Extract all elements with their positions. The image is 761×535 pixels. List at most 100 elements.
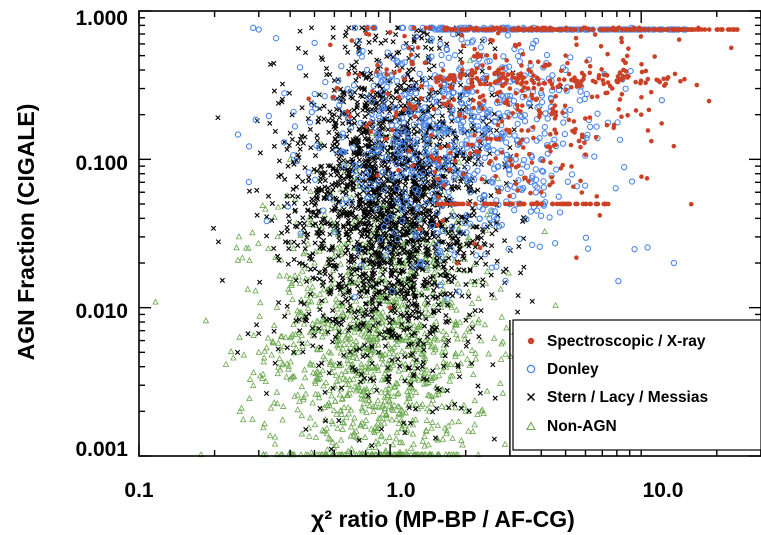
non-agn-point: [430, 302, 437, 309]
stern-point: [295, 45, 301, 51]
spectroscopic-point: [469, 77, 474, 83]
stern-point: [335, 285, 341, 291]
non-agn-point: [380, 253, 388, 260]
stern-point: [405, 315, 412, 321]
stern-point: [442, 353, 448, 359]
non-agn-point: [302, 390, 310, 397]
donley-point: [567, 106, 574, 114]
non-agn-point: [304, 339, 311, 346]
non-agn-point: [346, 312, 354, 319]
non-agn-point: [349, 353, 357, 360]
non-agn-point: [274, 233, 281, 240]
stern-point: [404, 310, 410, 316]
non-agn-point: [309, 283, 316, 290]
stern-point: [340, 157, 347, 163]
non-agn-point: [440, 341, 448, 348]
stern-point: [354, 135, 360, 141]
spectroscopic-point: [493, 55, 498, 60]
stern-point: [380, 271, 386, 278]
donley-point: [338, 62, 345, 70]
non-agn-point: [474, 319, 482, 326]
donley-point: [612, 185, 619, 192]
spectroscopic-point: [531, 135, 536, 141]
stern-point: [306, 174, 312, 180]
non-agn-point: [337, 240, 345, 247]
spectroscopic-point: [443, 27, 448, 32]
stern-point: [379, 278, 385, 284]
spectroscopic-point: [694, 82, 700, 88]
non-agn-point: [452, 320, 460, 327]
stern-point: [337, 208, 343, 214]
donley-point: [272, 35, 280, 42]
stern-point: [411, 131, 417, 137]
donley-point: [488, 85, 495, 93]
donley-point: [587, 123, 594, 131]
stern-point: [445, 277, 451, 283]
spectroscopic-point: [530, 124, 536, 130]
stern-point: [298, 299, 304, 305]
stern-point: [355, 308, 361, 314]
stern-point: [489, 243, 495, 249]
stern-point: [401, 231, 407, 237]
non-agn-point: [409, 416, 417, 423]
stern-point: [451, 128, 457, 134]
spectroscopic-point: [510, 110, 515, 116]
stern-point: [297, 28, 303, 34]
non-agn-point: [259, 201, 266, 208]
donley-point: [504, 32, 511, 39]
non-agn-point: [378, 431, 385, 438]
non-agn-point: [440, 358, 447, 365]
non-agn-point: [285, 365, 292, 372]
stern-point: [354, 192, 360, 198]
non-agn-point: [475, 316, 483, 323]
non-agn-point: [363, 368, 371, 375]
non-agn-point: [409, 430, 417, 437]
stern-point: [370, 377, 377, 384]
non-agn-point: [378, 355, 386, 362]
stern-point: [356, 204, 362, 210]
non-agn-point: [499, 338, 507, 345]
non-agn-point: [406, 383, 414, 390]
stern-point: [352, 205, 358, 211]
stern-point: [311, 166, 317, 172]
donley-point: [536, 243, 543, 250]
stern-point: [342, 33, 348, 39]
stern-point: [435, 294, 441, 300]
stern-point: [369, 343, 375, 349]
stern-point: [327, 231, 333, 237]
non-agn-point: [342, 367, 349, 374]
stern-point: [356, 151, 362, 157]
non-agn-point: [245, 244, 252, 251]
stern-point: [339, 180, 346, 186]
spectroscopic-point: [639, 69, 645, 75]
stern-point: [402, 378, 408, 384]
non-agn-point: [357, 386, 364, 393]
non-agn-point: [354, 276, 362, 283]
stern-point: [320, 216, 326, 222]
stern-point: [312, 240, 318, 246]
non-agn-point: [291, 392, 298, 399]
non-agn-point: [455, 158, 463, 165]
non-agn-point: [376, 293, 384, 300]
non-agn-point: [468, 299, 476, 306]
stern-point: [282, 313, 288, 319]
stern-point: [411, 39, 417, 45]
stern-point: [295, 194, 301, 200]
stern-point: [409, 191, 415, 197]
non-agn-point: [352, 342, 360, 349]
stern-point: [339, 166, 345, 172]
non-agn-point: [388, 323, 395, 330]
stern-point: [338, 321, 344, 328]
stern-point: [317, 405, 323, 411]
non-agn-point: [409, 358, 416, 365]
stern-point: [422, 244, 429, 250]
spectroscopic-point: [587, 115, 593, 120]
non-agn-point: [350, 432, 357, 439]
spectroscopic-point: [605, 51, 610, 57]
non-agn-point: [359, 407, 366, 414]
non-agn-point: [408, 391, 415, 398]
stern-point: [351, 149, 357, 155]
non-agn-point: [483, 387, 491, 394]
spectroscopic-point: [553, 130, 559, 136]
stern-point: [427, 275, 433, 281]
